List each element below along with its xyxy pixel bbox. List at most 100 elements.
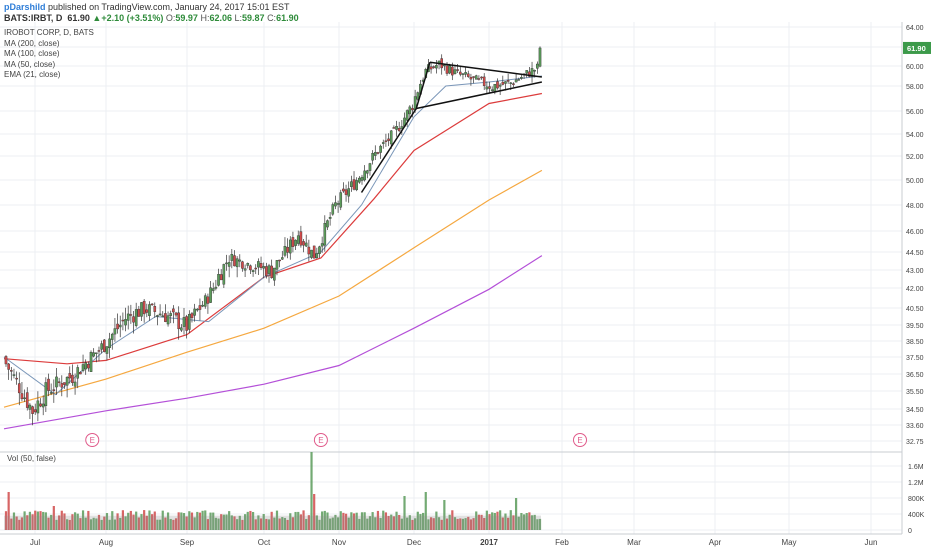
volume-bar — [448, 514, 451, 530]
volume-bar — [251, 511, 255, 530]
volume-bar — [408, 515, 411, 530]
volume-bar — [429, 517, 433, 530]
volume-bar — [477, 514, 480, 530]
time-tick-label: Sep — [180, 538, 195, 547]
volume-bar — [464, 518, 467, 530]
candle-body — [148, 304, 151, 316]
volume-bar — [339, 511, 342, 530]
last-price-tag — [903, 41, 931, 54]
candle-body — [458, 71, 462, 75]
candle-body — [198, 305, 202, 310]
candle-body — [310, 249, 313, 258]
last-price-tag-label: 61.90 — [907, 44, 926, 53]
candle-body — [299, 231, 303, 246]
volume-bar — [12, 512, 16, 530]
volume-bar — [81, 510, 85, 530]
volume-bar — [177, 512, 180, 530]
volume-bar — [198, 512, 202, 530]
candle-body — [118, 324, 122, 328]
volume-bar — [42, 511, 45, 530]
volume-bar — [501, 517, 504, 530]
candle-body — [429, 66, 433, 70]
candle-body — [257, 261, 260, 268]
candle-body — [435, 65, 438, 69]
candle-body — [358, 177, 361, 183]
candle-body — [342, 188, 345, 192]
volume-bar — [262, 514, 265, 530]
earnings-marker-label: E — [90, 436, 95, 445]
volume-bar — [20, 517, 24, 530]
volume-bar — [347, 517, 350, 530]
candle-body — [379, 145, 382, 153]
candle-body — [113, 328, 117, 335]
ma50-line — [3, 92, 543, 365]
candle-body — [278, 259, 281, 262]
volume-bar — [360, 512, 364, 530]
volume-bar — [246, 511, 249, 530]
candle-body — [36, 400, 40, 414]
candle-body — [28, 404, 32, 410]
candle-body — [373, 152, 377, 156]
legend-ma100[interactable]: MA (100, close) — [4, 49, 60, 58]
candle-body — [214, 286, 218, 289]
candle-body — [39, 403, 42, 407]
legend-ema21[interactable]: EMA (21, close) — [4, 70, 61, 79]
volume-bar — [153, 511, 156, 530]
candle-body — [344, 189, 348, 195]
candle-body — [270, 265, 273, 279]
candle-body — [235, 258, 239, 268]
volume-bar — [161, 510, 164, 530]
volume-bar — [79, 518, 82, 530]
volume-bar — [158, 519, 162, 530]
volume-bar — [206, 519, 210, 530]
price-tick-label: 42.00 — [906, 286, 924, 293]
volume-bar — [411, 519, 414, 530]
candle-body — [363, 170, 366, 181]
candle-body — [265, 266, 268, 276]
candle-body — [448, 65, 451, 74]
candle-body — [230, 254, 234, 261]
earnings-marker — [313, 433, 328, 447]
candle-body — [466, 73, 470, 77]
volume-bar — [445, 518, 449, 530]
volume-bar — [435, 511, 438, 530]
candle-body — [188, 313, 191, 330]
candle-body — [339, 192, 343, 208]
candle-body — [376, 152, 380, 154]
volume-bar — [185, 516, 188, 530]
legend-ma50[interactable]: MA (50, close) — [4, 59, 56, 69]
candle-body — [201, 304, 204, 307]
candle-body — [100, 343, 103, 350]
volume-bar — [52, 506, 55, 530]
candle-body — [47, 378, 50, 391]
candle-body — [477, 78, 481, 80]
ma100-line — [3, 169, 543, 408]
volume-bar — [283, 517, 287, 530]
volume-bar — [318, 519, 321, 530]
volume-bar — [140, 514, 143, 530]
candle-body — [164, 313, 167, 322]
volume-bar — [289, 513, 292, 530]
volume-bar — [100, 519, 103, 530]
volume-legend[interactable]: Vol (50, false) — [7, 454, 56, 463]
volume-bar — [132, 514, 135, 530]
trendline — [415, 61, 431, 109]
volume-bar — [453, 517, 457, 530]
candle-body — [180, 327, 183, 331]
candle-body — [95, 352, 98, 354]
author-link[interactable]: pDarshild — [4, 2, 46, 12]
change-arrow-icon: ▲ — [92, 13, 102, 23]
volume-bar — [68, 519, 71, 530]
volume-bar — [334, 514, 337, 530]
candle-body — [227, 262, 231, 267]
volume-bar — [302, 510, 305, 530]
candle-body — [68, 373, 72, 379]
candle-body — [453, 69, 457, 74]
legend-ma200[interactable]: MA (200, close) — [4, 38, 60, 48]
volume-bar — [504, 513, 507, 530]
price-tick-label: 60.00 — [906, 64, 924, 71]
candle-body — [195, 308, 199, 311]
price-tick-label: 38.50 — [906, 339, 924, 346]
volume-bar — [108, 519, 111, 530]
candle-body — [528, 71, 531, 77]
